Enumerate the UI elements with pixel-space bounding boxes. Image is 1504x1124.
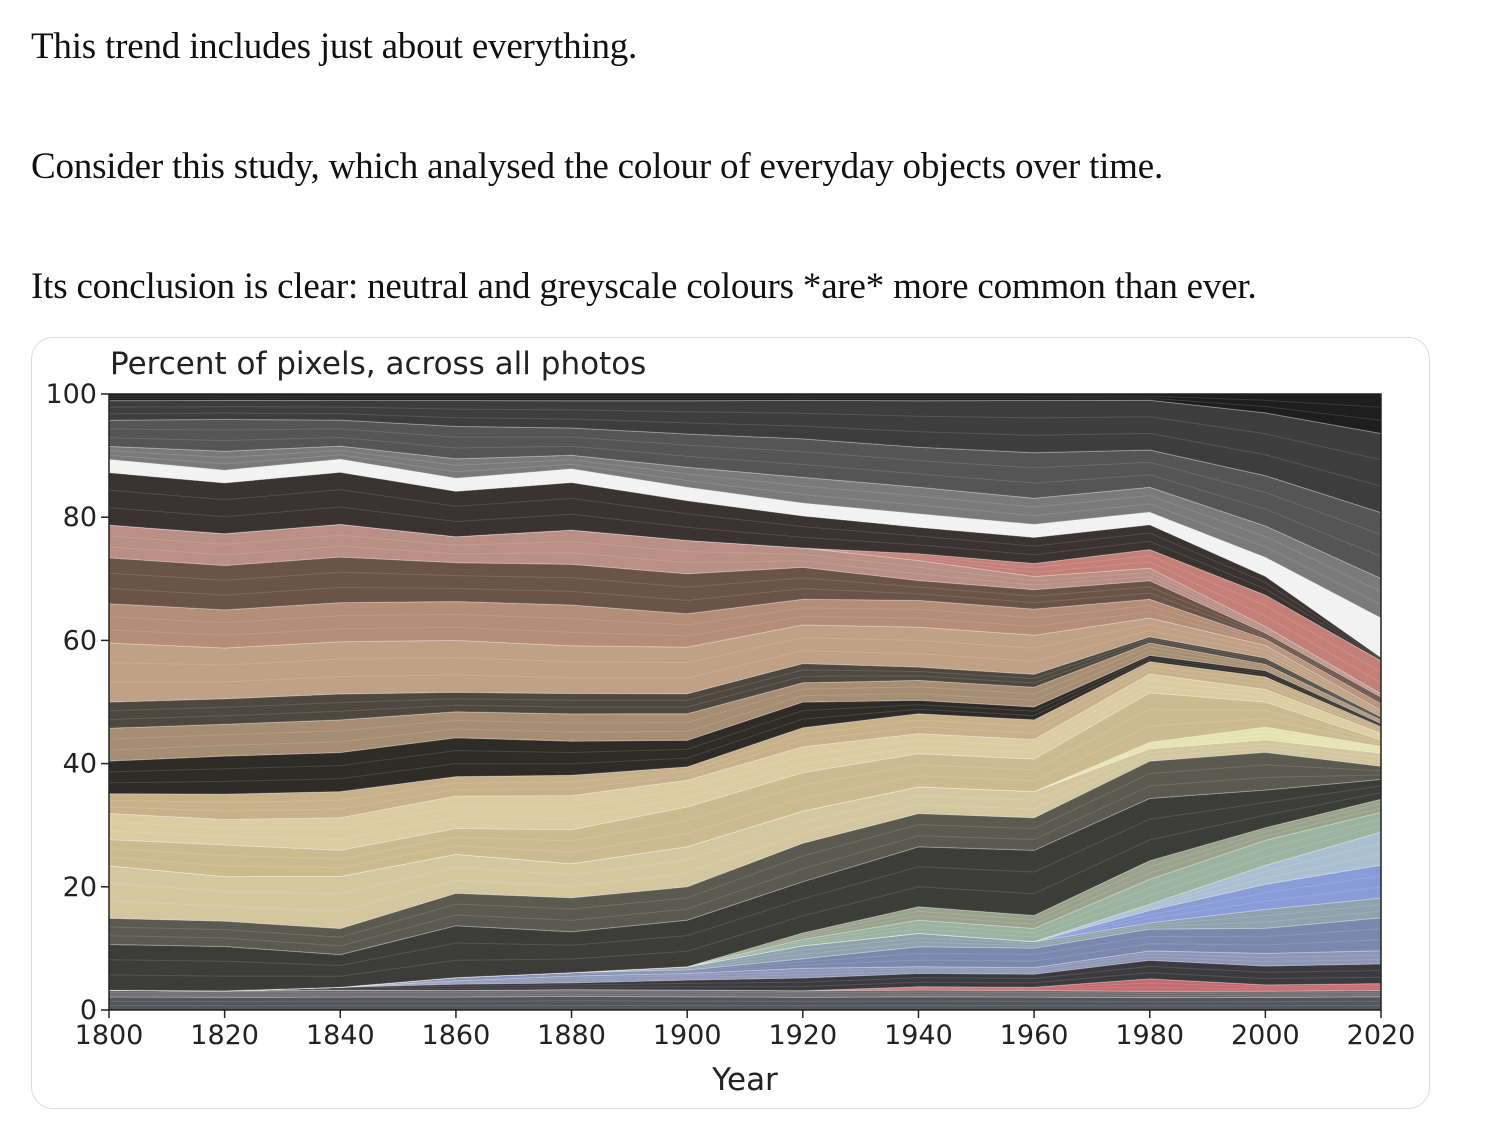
area-streak xyxy=(109,436,1381,557)
area-streak xyxy=(109,534,1381,696)
x-tick-label: 1960 xyxy=(1000,1020,1069,1051)
x-tick-label: 1860 xyxy=(422,1020,491,1051)
area-layer-31 xyxy=(109,394,1381,435)
x-tick-label: 1920 xyxy=(768,1020,837,1051)
y-tick-label: 0 xyxy=(80,995,97,1026)
area-streak xyxy=(109,718,1381,869)
area-streak xyxy=(109,586,1381,702)
area-layer-9 xyxy=(109,811,1381,992)
conclusion-paragraph: Its conclusion is clear: neutral and gre… xyxy=(31,266,1257,307)
area-streak xyxy=(109,623,1381,713)
area-streak xyxy=(109,395,1381,408)
area-streak xyxy=(109,611,1381,709)
plot-frame xyxy=(108,393,1382,1011)
x-tick-label: 1980 xyxy=(1115,1020,1184,1051)
x-tick-label: 1880 xyxy=(537,1020,606,1051)
area-streak xyxy=(109,650,1381,751)
area-streak xyxy=(109,449,1381,593)
y-axis: 0 20 40 60 80 100 xyxy=(45,379,109,1026)
study-paragraph: Consider this study, which analysed the … xyxy=(31,146,1163,187)
x-tick-label: 1840 xyxy=(306,1020,375,1051)
area-streak xyxy=(109,785,1381,967)
area-streak xyxy=(109,428,1381,535)
x-tick-label: 2020 xyxy=(1347,1020,1416,1051)
area-layer-0 xyxy=(109,995,1381,1010)
area-streak xyxy=(109,489,1381,660)
x-axis: 1800 1820 1840 1860 1880 1900 1920 1940 1960 1980… xyxy=(75,1010,1416,1051)
area-streak xyxy=(109,646,1381,740)
x-tick-label: 1800 xyxy=(75,1020,144,1051)
y-tick-label: 100 xyxy=(45,379,97,410)
area-streak xyxy=(109,1000,1381,1003)
chart-title: Percent of pixels, across all photos xyxy=(110,346,646,382)
chart-card: Percent of pixels, across all photos 0 20… xyxy=(31,337,1430,1109)
x-tick-label: 1820 xyxy=(190,1020,259,1051)
area-streak xyxy=(109,774,1381,947)
area-streak xyxy=(109,397,1381,421)
area-streak xyxy=(109,730,1381,878)
area-streak xyxy=(109,545,1381,697)
area-layer-3 xyxy=(109,959,1381,992)
x-tick-label: 1940 xyxy=(884,1020,953,1051)
area-streak xyxy=(109,656,1381,773)
x-axis-label: Year xyxy=(711,1062,778,1098)
area-streak xyxy=(109,454,1381,606)
area-streak xyxy=(109,792,1381,977)
x-tick-label: 2000 xyxy=(1231,1020,1300,1051)
y-tick-label: 60 xyxy=(63,625,97,656)
area-streak xyxy=(109,965,1381,992)
area-streak xyxy=(109,685,1381,840)
area-streak xyxy=(109,747,1381,912)
area-layer-7 xyxy=(109,864,1381,992)
area-layers xyxy=(109,394,1381,1010)
area-layer-14 xyxy=(109,726,1381,878)
x-tick-label: 1900 xyxy=(653,1020,722,1051)
y-tick-label: 40 xyxy=(63,749,97,780)
area-streak xyxy=(109,764,1381,938)
stacked-area-chart: Percent of pixels, across all photos 0 20… xyxy=(45,346,1416,1098)
area-streak xyxy=(109,506,1381,661)
area-streak xyxy=(109,406,1381,461)
area-layer-10 xyxy=(109,798,1381,992)
area-streak xyxy=(109,412,1381,487)
area-streak xyxy=(109,638,1381,719)
area-streak xyxy=(109,991,1381,994)
area-streak xyxy=(109,605,1381,707)
area-streak xyxy=(109,708,1381,860)
y-tick-label: 80 xyxy=(63,502,97,533)
area-streak xyxy=(109,571,1381,700)
area-streak xyxy=(109,467,1381,645)
area-streak xyxy=(109,972,1381,992)
area-layer-2 xyxy=(109,978,1381,992)
area-streak xyxy=(109,665,1381,804)
area-streak xyxy=(109,679,1381,830)
area-streak xyxy=(109,993,1381,997)
area-streak xyxy=(109,734,1381,878)
area-streak xyxy=(109,640,1381,720)
area-layer-5 xyxy=(109,917,1381,992)
y-tick-label: 20 xyxy=(63,872,97,903)
area-streak xyxy=(109,462,1381,632)
area-streak xyxy=(109,629,1381,716)
area-layer-6 xyxy=(109,897,1381,992)
intro-paragraph: This trend includes just about everythin… xyxy=(31,26,638,67)
area-streak xyxy=(109,669,1381,812)
area-streak xyxy=(109,743,1381,895)
area-streak xyxy=(109,658,1381,784)
area-layer-8 xyxy=(109,831,1381,992)
